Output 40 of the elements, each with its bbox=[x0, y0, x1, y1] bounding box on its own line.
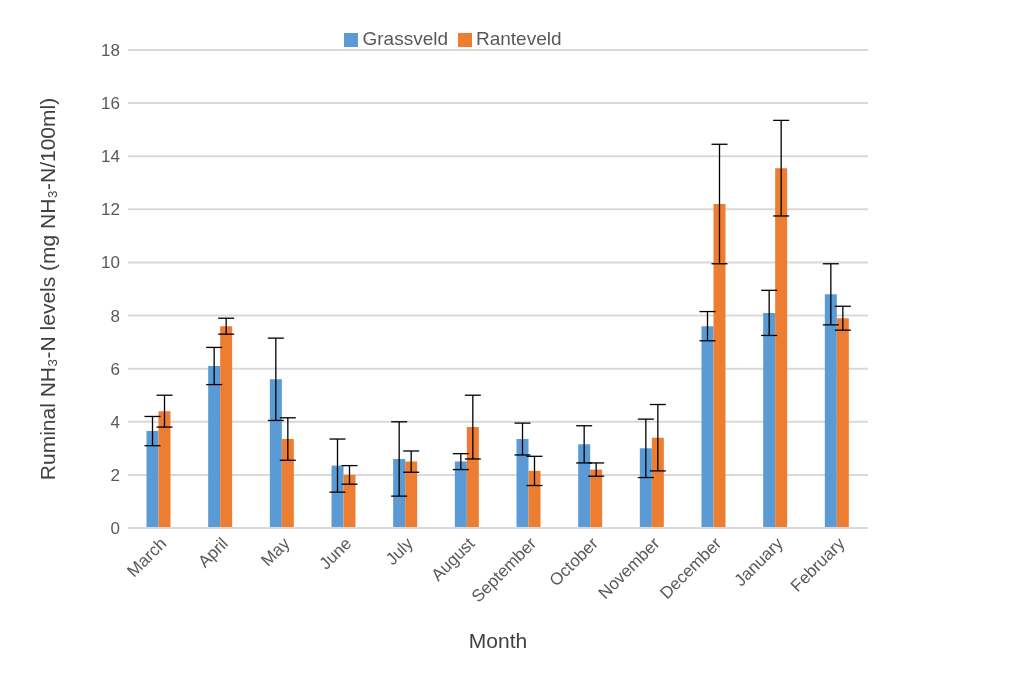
y-tick-label: 0 bbox=[110, 519, 120, 539]
y-axis-title: Ruminal NH₃-N levels (mg NH₃-N/100ml) bbox=[36, 97, 60, 481]
y-tick-label: 14 bbox=[101, 147, 120, 167]
y-tick-label: 18 bbox=[101, 41, 120, 61]
bar bbox=[220, 326, 233, 528]
y-tick-label: 2 bbox=[110, 465, 120, 485]
bar bbox=[281, 439, 294, 528]
y-tick-label: 16 bbox=[101, 94, 120, 114]
y-tick-label: 12 bbox=[101, 200, 120, 220]
bar bbox=[775, 168, 788, 528]
x-tick-label: May bbox=[257, 533, 294, 571]
bar bbox=[701, 326, 714, 528]
y-tick-label: 6 bbox=[110, 359, 120, 379]
bar bbox=[763, 312, 776, 528]
bar bbox=[824, 294, 837, 528]
bar bbox=[516, 439, 529, 528]
bar bbox=[590, 469, 603, 528]
bar bbox=[393, 458, 406, 528]
bar bbox=[466, 427, 479, 528]
bar bbox=[713, 204, 726, 528]
bar bbox=[651, 437, 664, 528]
bar bbox=[146, 431, 159, 528]
y-tick-label: 8 bbox=[110, 306, 120, 326]
bar bbox=[836, 318, 849, 528]
y-tick-label: 4 bbox=[110, 412, 120, 432]
bar bbox=[331, 465, 344, 528]
bar bbox=[208, 366, 221, 528]
bar bbox=[343, 474, 356, 528]
legend-label: Ranteveld bbox=[475, 28, 562, 49]
bar bbox=[405, 461, 418, 528]
bar bbox=[454, 461, 467, 528]
x-axis-title: Month bbox=[468, 629, 528, 652]
bar bbox=[528, 470, 541, 528]
bar bbox=[158, 411, 171, 528]
y-tick-label: 10 bbox=[101, 253, 120, 273]
bar bbox=[578, 444, 591, 528]
bar bbox=[639, 448, 652, 528]
legend-label: Grassveld bbox=[362, 28, 448, 49]
x-tick-label: July bbox=[382, 533, 418, 569]
bar bbox=[269, 379, 282, 528]
